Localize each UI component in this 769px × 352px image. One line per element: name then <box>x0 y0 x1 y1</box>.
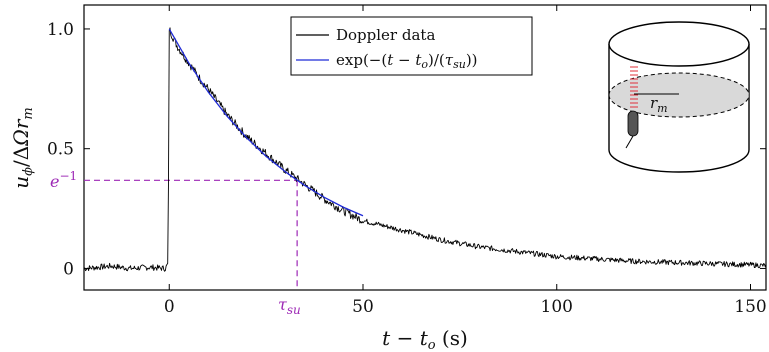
annotation-e-sup: −1 <box>59 169 77 183</box>
legend-label-doppler: Doppler data <box>336 26 435 44</box>
inset-beam-hatch <box>630 66 638 108</box>
x-tick-label-3: 150 <box>734 297 766 317</box>
x-axis-label-t2: t <box>420 326 429 350</box>
y-tick-labels: 0 0.5 1.0 <box>47 20 74 279</box>
legend-box <box>290 16 533 76</box>
y-tick-label-1: 0.5 <box>47 140 74 160</box>
x-axis-label-t: t <box>382 326 391 350</box>
y-axis-label-r: r <box>9 118 33 129</box>
inset-probe-cable <box>625 135 634 149</box>
y-axis-label-omega: Ω <box>9 129 33 147</box>
legend-exp-to: t <box>415 51 422 69</box>
y-axis-label-sub: ϕ <box>21 167 36 176</box>
legend: Doppler data exp(−(t − to)/(τsu)) <box>290 16 533 76</box>
x-axis-label-minus: − <box>390 326 419 350</box>
y-tick-label-2: 1.0 <box>47 20 74 40</box>
tau-guides <box>84 179 298 290</box>
annotation-tau-sub: su <box>287 303 301 317</box>
legend-exp-tau-sub: su <box>453 58 466 71</box>
inset-probe <box>627 110 639 137</box>
y-axis-label-u: u <box>9 176 33 189</box>
series-lines <box>83 27 767 272</box>
x-tick-label-0: 0 <box>164 297 175 317</box>
inset-cylinder: rm <box>608 21 750 173</box>
legend-exp-suffix: )) <box>466 51 478 69</box>
y-tick-label-0: 0 <box>63 259 74 279</box>
legend-label-exp: exp(−(t − to)/(τsu)) <box>336 51 478 71</box>
legend-exp-t: t <box>387 51 394 69</box>
x-axis-label-unit: (s) <box>436 326 468 350</box>
y-axis-label-rsub: m <box>21 107 36 119</box>
y-axis-label-delta: Δ <box>9 146 33 160</box>
inset-measure-plane-front <box>608 94 750 118</box>
legend-exp-o-sub: o <box>421 58 428 71</box>
legend-exp-minus: − <box>393 51 415 69</box>
annotation-e-base: e <box>50 172 59 191</box>
plot-frame <box>83 4 767 291</box>
series-line-1 <box>168 28 364 217</box>
x-axis-label-sub: o <box>428 338 436 352</box>
x-tick-label-2: 100 <box>541 297 573 317</box>
x-axis-label: t − to (s) <box>382 326 468 352</box>
x-tick-label-1: 50 <box>352 297 374 317</box>
inset-radius-sub: m <box>657 102 667 115</box>
inset-measure-plane-back <box>608 72 750 96</box>
annotation-tau-base: τ <box>278 295 288 314</box>
inset-radius-label: rm <box>650 94 668 115</box>
legend-exp-tau: τ <box>445 51 454 69</box>
legend-exp-prefix: exp(−( <box>336 51 387 69</box>
y-axis-label-slash: / <box>9 160 33 167</box>
x-tick-labels: 0 50 100 150 <box>164 297 767 317</box>
inset-cylinder-top <box>608 21 750 67</box>
annotation-e-inverse: e−1 <box>50 169 77 191</box>
inset-radius-main: r <box>650 94 658 112</box>
legend-exp-mid: )/( <box>428 51 445 69</box>
y-axis-label: uϕ/ΔΩrm <box>9 107 36 188</box>
annotation-tau-su: τsu <box>278 295 301 317</box>
inset-measure-plane-fill <box>609 73 749 117</box>
